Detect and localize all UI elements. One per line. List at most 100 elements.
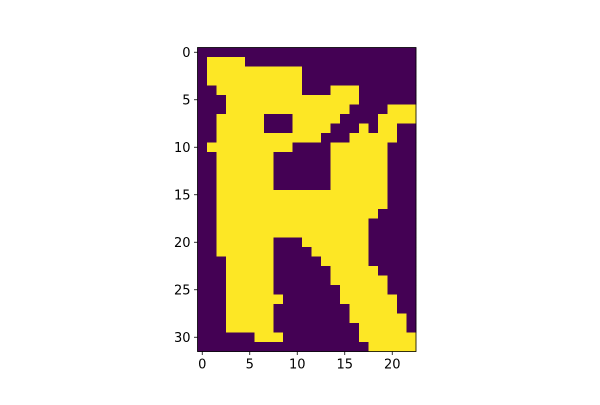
- heatmap-cell: [207, 323, 217, 333]
- heatmap-cell: [330, 47, 341, 58]
- heatmap-cell: [235, 171, 246, 181]
- heatmap-cell: [292, 218, 303, 229]
- heatmap-cell: [197, 152, 208, 162]
- heatmap-cell: [216, 199, 227, 210]
- heatmap-cell: [264, 256, 274, 267]
- heatmap-cell: [330, 199, 341, 210]
- heatmap-cell: [245, 294, 255, 305]
- heatmap-cell: [406, 228, 417, 238]
- heatmap-cell: [216, 266, 227, 276]
- heatmap-cell: [368, 342, 379, 352]
- heatmap-cell: [216, 237, 227, 248]
- heatmap-cell: [292, 209, 303, 219]
- heatmap-cell: [216, 57, 227, 67]
- heatmap-cell: [283, 228, 293, 238]
- heatmap-cell: [197, 199, 208, 210]
- heatmap-cell: [197, 123, 208, 134]
- heatmap-cell: [378, 313, 388, 324]
- heatmap-cell: [302, 104, 312, 115]
- heatmap-cell: [302, 66, 312, 77]
- heatmap-cell: [273, 57, 284, 67]
- heatmap-cell: [216, 123, 227, 134]
- heatmap-cell: [359, 218, 369, 229]
- heatmap-cell: [406, 332, 417, 343]
- heatmap-cell: [349, 294, 360, 305]
- heatmap-cell: [264, 266, 274, 276]
- heatmap-cell: [197, 85, 208, 96]
- heatmap-cell: [397, 294, 407, 305]
- heatmap-cell: [321, 123, 331, 134]
- heatmap-cell: [321, 304, 331, 314]
- heatmap-cell: [378, 342, 388, 352]
- heatmap-cell: [273, 256, 284, 267]
- heatmap-cell: [235, 190, 246, 200]
- heatmap-cell: [397, 104, 407, 115]
- heatmap-cell: [292, 266, 303, 276]
- heatmap-cell: [340, 256, 350, 267]
- heatmap-cell: [368, 47, 379, 58]
- heatmap-cell: [292, 57, 303, 67]
- heatmap-cell: [321, 342, 331, 352]
- axes-frame: [197, 47, 417, 352]
- heatmap-cell: [330, 171, 341, 181]
- heatmap-cell: [387, 114, 398, 124]
- heatmap-cell: [197, 57, 208, 67]
- heatmap-cell: [292, 180, 303, 191]
- heatmap-cell: [397, 199, 407, 210]
- heatmap-cell: [264, 228, 274, 238]
- heatmap-cell: [292, 47, 303, 58]
- heatmap-cell: [406, 133, 417, 143]
- heatmap-cell: [273, 199, 284, 210]
- heatmap-cell: [368, 104, 379, 115]
- heatmap-cell: [226, 85, 236, 96]
- heatmap-cell: [378, 266, 388, 276]
- heatmap-cell: [311, 190, 322, 200]
- heatmap-cell: [283, 275, 293, 286]
- heatmap-cell: [311, 180, 322, 191]
- heatmap-cell: [302, 199, 312, 210]
- heatmap-cell: [378, 209, 388, 219]
- heatmap-cell: [226, 332, 236, 343]
- heatmap-cell: [197, 190, 208, 200]
- heatmap-cell: [197, 171, 208, 181]
- heatmap-cell: [254, 76, 265, 86]
- heatmap-cell: [311, 66, 322, 77]
- heatmap-cell: [264, 171, 274, 181]
- heatmap-cell: [330, 152, 341, 162]
- heatmap-cell: [235, 95, 246, 105]
- heatmap-cell: [302, 209, 312, 219]
- heatmap-cell: [387, 313, 398, 324]
- heatmap-cell: [359, 180, 369, 191]
- heatmap-cell: [216, 180, 227, 191]
- heatmap-cell: [397, 85, 407, 96]
- heatmap-cell: [197, 76, 208, 86]
- heatmap-cell: [311, 142, 322, 153]
- heatmap-cell: [311, 76, 322, 86]
- heatmap-cell: [349, 133, 360, 143]
- heatmap-cell: [264, 180, 274, 191]
- heatmap-cell: [273, 161, 284, 172]
- heatmap-cell: [197, 218, 208, 229]
- heatmap-cell: [283, 237, 293, 248]
- heatmap-cell: [406, 114, 417, 124]
- heatmap-cell: [226, 76, 236, 86]
- heatmap-cell: [359, 142, 369, 153]
- heatmap-cell: [302, 228, 312, 238]
- heatmap-cell: [406, 294, 417, 305]
- heatmap-cell: [245, 85, 255, 96]
- heatmap-cell: [235, 228, 246, 238]
- heatmap-cell: [330, 228, 341, 238]
- heatmap-cell: [245, 199, 255, 210]
- heatmap-cell: [292, 332, 303, 343]
- heatmap-cell: [321, 285, 331, 295]
- heatmap-cell: [302, 342, 312, 352]
- heatmap-cell: [283, 256, 293, 267]
- heatmap-cell: [235, 218, 246, 229]
- heatmap-cell: [254, 304, 265, 314]
- heatmap-cell: [207, 228, 217, 238]
- heatmap-cell: [264, 190, 274, 200]
- heatmap-cell: [292, 123, 303, 134]
- heatmap-cell: [264, 247, 274, 257]
- heatmap-cell: [321, 85, 331, 96]
